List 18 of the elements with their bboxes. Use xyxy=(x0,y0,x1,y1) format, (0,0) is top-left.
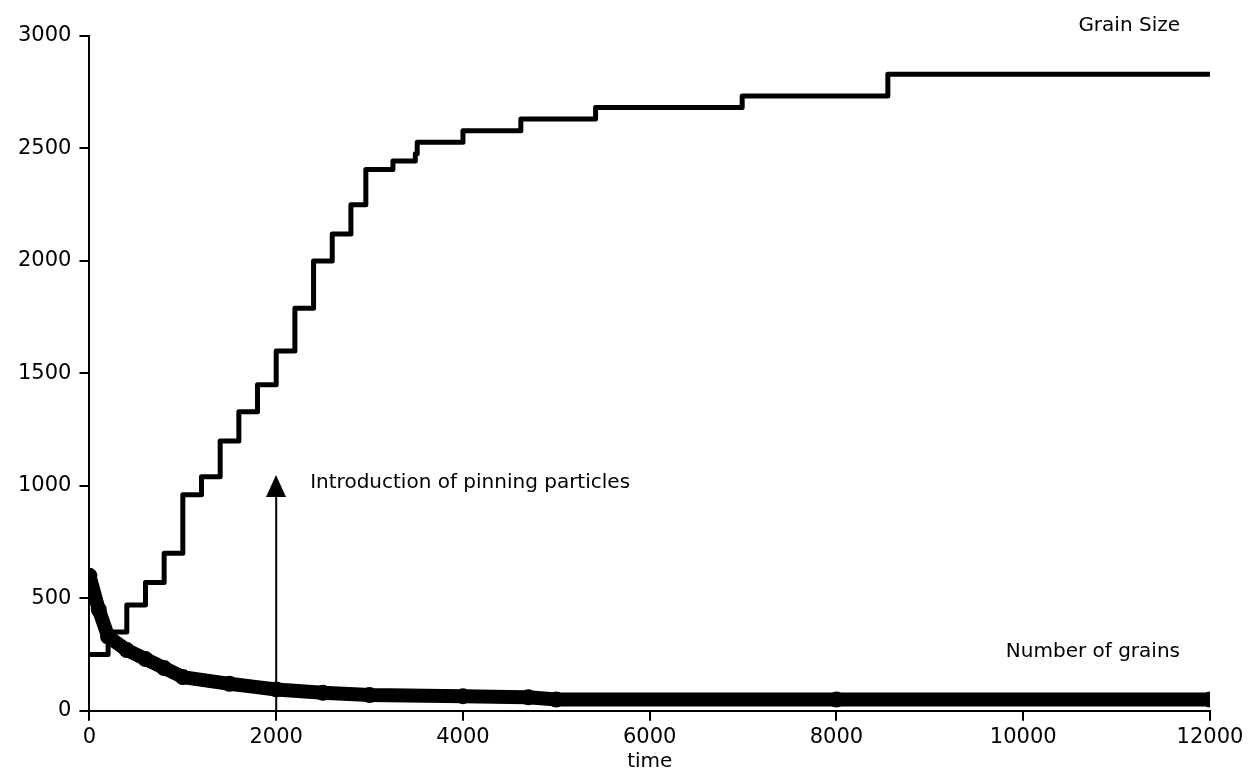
ref-line-label: Introduction of pinning particles xyxy=(310,468,631,493)
y-tick-label: 1000 xyxy=(17,472,72,497)
x-tick-label: 6000 xyxy=(623,723,677,748)
series-label: Grain Size xyxy=(1078,12,1180,37)
series-label: Number of grains xyxy=(1005,637,1180,662)
y-tick-label: 3000 xyxy=(17,22,72,47)
x-tick-label: 8000 xyxy=(809,723,864,748)
y-tick-label: 2000 xyxy=(17,247,72,272)
x-axis-title: time xyxy=(627,748,673,773)
x-tick-label: 2000 xyxy=(249,723,303,748)
x-tick-label: 0 xyxy=(82,723,97,748)
x-tick-label: 10000 xyxy=(989,723,1057,748)
y-tick-label: 1500 xyxy=(17,359,72,384)
y-tick-label: 2500 xyxy=(17,134,72,159)
x-tick-label: 4000 xyxy=(436,723,490,748)
y-tick-label: 0 xyxy=(58,697,72,722)
x-tick-label: 12000 xyxy=(1176,723,1244,748)
y-tick-label: 500 xyxy=(31,584,72,609)
